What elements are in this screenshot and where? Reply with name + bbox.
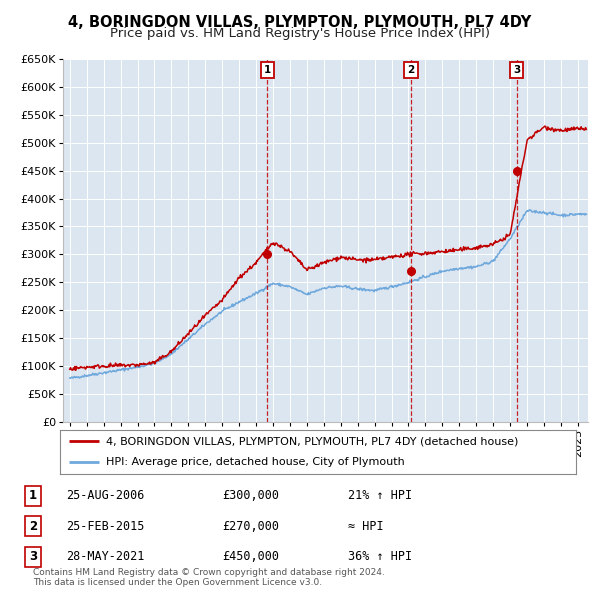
Text: 1: 1: [263, 65, 271, 75]
Text: 3: 3: [29, 550, 37, 563]
Text: 1: 1: [29, 489, 37, 502]
Text: 4, BORINGDON VILLAS, PLYMPTON, PLYMOUTH, PL7 4DY: 4, BORINGDON VILLAS, PLYMPTON, PLYMOUTH,…: [68, 15, 532, 30]
Text: 25-FEB-2015: 25-FEB-2015: [66, 520, 145, 533]
Text: HPI: Average price, detached house, City of Plymouth: HPI: Average price, detached house, City…: [106, 457, 405, 467]
Text: £270,000: £270,000: [222, 520, 279, 533]
Text: 21% ↑ HPI: 21% ↑ HPI: [348, 489, 412, 502]
Text: ≈ HPI: ≈ HPI: [348, 520, 383, 533]
Text: Contains HM Land Registry data © Crown copyright and database right 2024.
This d: Contains HM Land Registry data © Crown c…: [33, 568, 385, 587]
Text: £450,000: £450,000: [222, 550, 279, 563]
Text: 3: 3: [513, 65, 520, 75]
Text: 2: 2: [407, 65, 415, 75]
Text: 25-AUG-2006: 25-AUG-2006: [66, 489, 145, 502]
Text: 28-MAY-2021: 28-MAY-2021: [66, 550, 145, 563]
Text: 36% ↑ HPI: 36% ↑ HPI: [348, 550, 412, 563]
Text: 2: 2: [29, 520, 37, 533]
Text: 4, BORINGDON VILLAS, PLYMPTON, PLYMOUTH, PL7 4DY (detached house): 4, BORINGDON VILLAS, PLYMPTON, PLYMOUTH,…: [106, 437, 519, 447]
Text: Price paid vs. HM Land Registry's House Price Index (HPI): Price paid vs. HM Land Registry's House …: [110, 27, 490, 40]
Text: £300,000: £300,000: [222, 489, 279, 502]
